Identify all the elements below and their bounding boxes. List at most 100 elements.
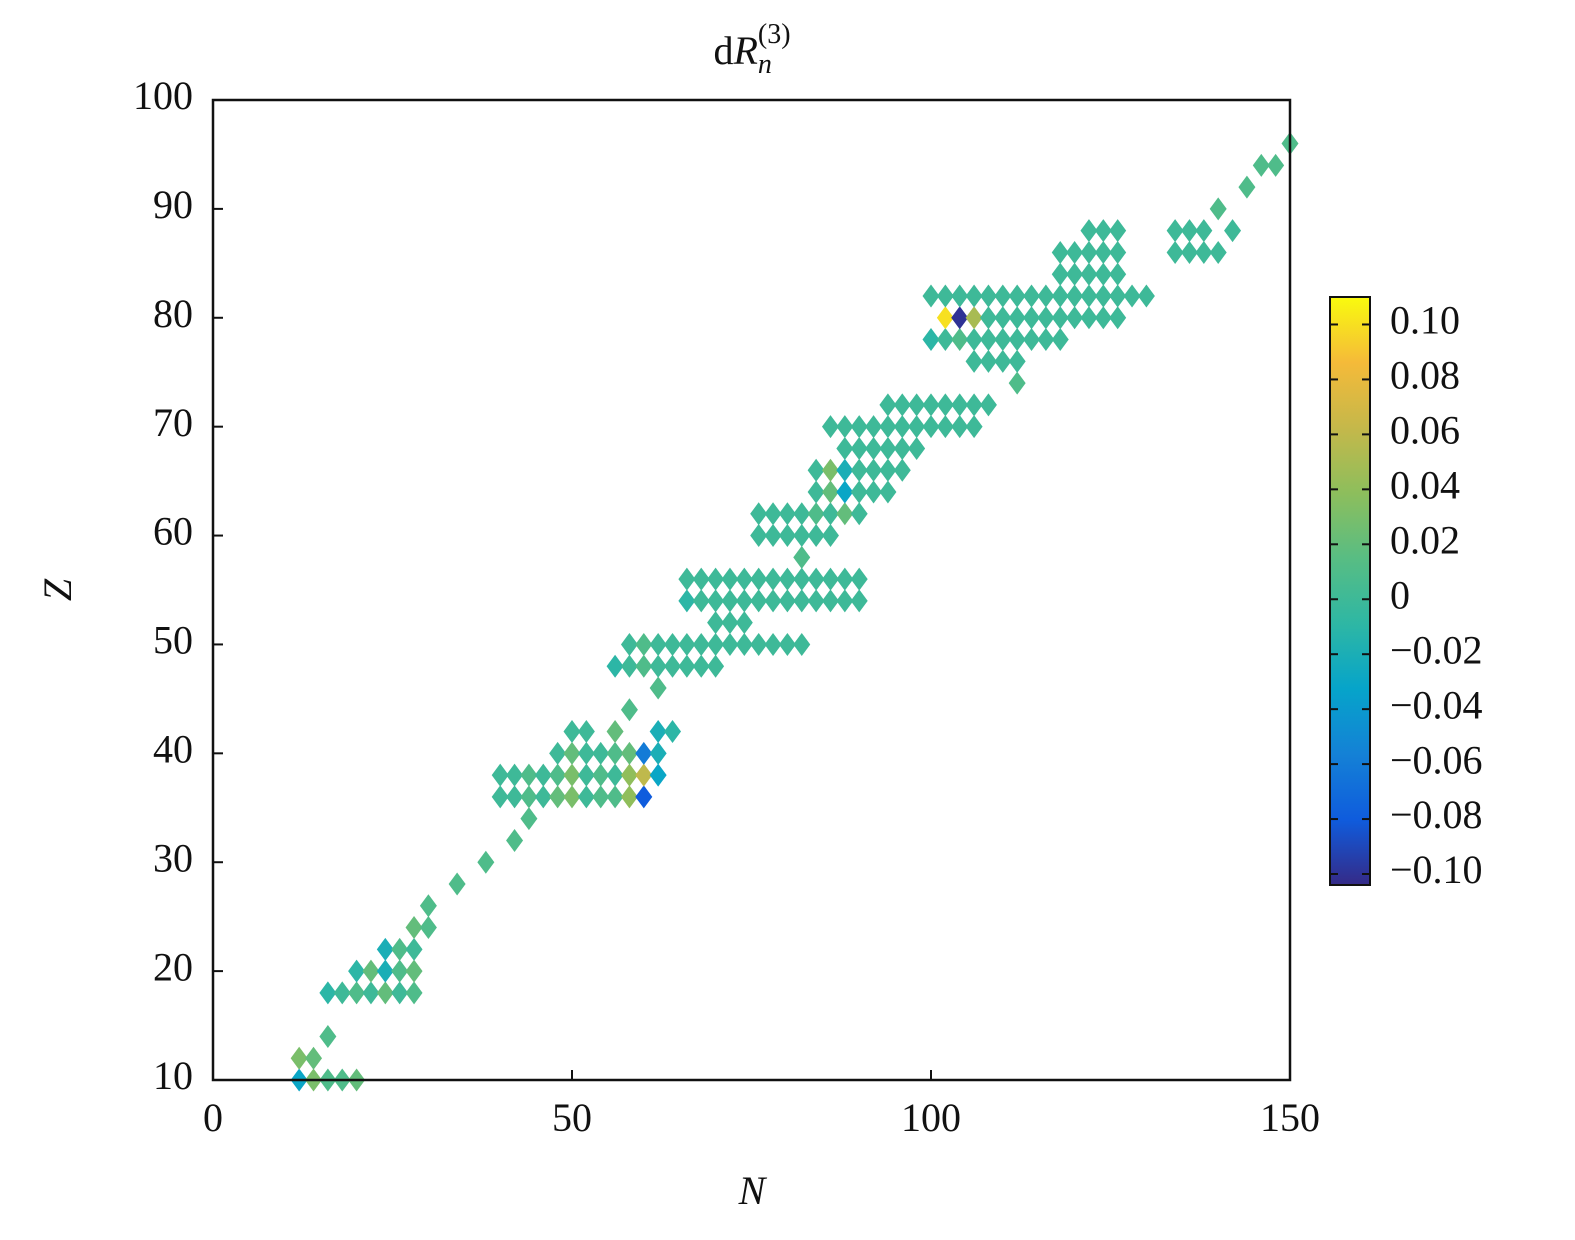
nuclide-marker bbox=[922, 284, 940, 308]
nuclide-marker bbox=[951, 393, 969, 417]
nuclide-marker bbox=[793, 589, 811, 613]
nuclide-marker bbox=[821, 589, 839, 613]
nuclide-marker bbox=[821, 480, 839, 504]
nuclide-marker bbox=[1051, 262, 1069, 286]
nuclide-marker bbox=[1051, 306, 1069, 330]
nuclide-marker bbox=[836, 567, 854, 591]
nuclide-marker bbox=[908, 436, 926, 460]
nuclide-marker bbox=[936, 284, 954, 308]
nuclide-marker bbox=[951, 284, 969, 308]
y-tick-label: 10 bbox=[153, 1053, 193, 1098]
y-tick-label: 80 bbox=[153, 291, 193, 336]
nuclide-marker bbox=[664, 654, 682, 678]
nuclide-marker bbox=[836, 415, 854, 439]
nuclide-marker bbox=[620, 698, 638, 722]
nuclide-marker bbox=[979, 284, 997, 308]
y-tick-label: 100 bbox=[133, 73, 193, 118]
nuclide-marker bbox=[577, 785, 595, 809]
nuclide-marker bbox=[563, 741, 581, 765]
nuclide-marker bbox=[750, 502, 768, 526]
nuclide-marker bbox=[936, 306, 954, 330]
plot-frame bbox=[211, 98, 1292, 1082]
y-tick-label: 70 bbox=[153, 400, 193, 445]
title-d: d bbox=[713, 28, 733, 73]
nuclide-marker bbox=[836, 502, 854, 526]
nuclide-marker bbox=[807, 524, 825, 548]
nuclide-marker bbox=[965, 284, 983, 308]
nuclide-marker bbox=[376, 959, 394, 983]
nuclide-marker bbox=[477, 850, 495, 874]
nuclide-marker bbox=[1123, 284, 1141, 308]
nuclide-marker bbox=[994, 349, 1012, 373]
nuclide-marker bbox=[908, 393, 926, 417]
x-axis-label: N bbox=[738, 1168, 768, 1213]
nuclide-marker bbox=[1195, 219, 1213, 243]
nuclide-marker bbox=[620, 632, 638, 656]
nuclide-marker bbox=[750, 632, 768, 656]
nuclide-marker bbox=[764, 567, 782, 591]
nuclide-marker bbox=[362, 981, 380, 1005]
nuclide-marker bbox=[1080, 240, 1098, 264]
nuclide-marker bbox=[520, 785, 538, 809]
nuclide-marker bbox=[692, 567, 710, 591]
nuclide-marker bbox=[865, 480, 883, 504]
x-tick-label: 150 bbox=[1260, 1095, 1320, 1140]
nuclide-marker bbox=[577, 741, 595, 765]
nuclide-marker bbox=[649, 676, 667, 700]
nuclide-marker bbox=[1066, 284, 1084, 308]
nuclide-marker bbox=[635, 741, 653, 765]
nuclide-marker bbox=[592, 785, 610, 809]
nuclide-marker bbox=[936, 328, 954, 352]
nuclide-marker bbox=[850, 480, 868, 504]
nuclide-marker bbox=[707, 611, 725, 635]
nuclide-marker bbox=[1080, 262, 1098, 286]
nuclide-marker bbox=[606, 654, 624, 678]
nuclide-marker bbox=[735, 567, 753, 591]
nuclide-marker bbox=[893, 436, 911, 460]
nuclide-marker bbox=[735, 589, 753, 613]
nuclide-marker bbox=[707, 632, 725, 656]
nuclide-marker bbox=[290, 1046, 308, 1070]
nuclide-marker bbox=[1224, 219, 1242, 243]
nuclide-marker bbox=[836, 436, 854, 460]
nuclide-marker bbox=[1080, 219, 1098, 243]
nuclide-marker bbox=[319, 1024, 337, 1048]
nuclide-marker bbox=[721, 567, 739, 591]
nuclide-marker bbox=[592, 763, 610, 787]
nuclide-marker bbox=[563, 785, 581, 809]
nuclide-marker bbox=[491, 763, 509, 787]
nuclide-marker bbox=[549, 741, 567, 765]
nuclide-marker bbox=[979, 328, 997, 352]
nuclide-marker bbox=[678, 567, 696, 591]
nuclide-marker bbox=[821, 458, 839, 482]
nuclide-marker bbox=[1023, 328, 1041, 352]
nuclide-marker bbox=[1109, 306, 1127, 330]
colorbar-tick-label: −0.06 bbox=[1390, 737, 1483, 782]
nuclide-marker bbox=[1209, 240, 1227, 264]
nuclide-marker bbox=[305, 1046, 323, 1070]
nuclide-marker bbox=[721, 589, 739, 613]
nuclide-marker bbox=[793, 524, 811, 548]
nuclide-marker bbox=[1008, 306, 1026, 330]
nuclide-marker bbox=[908, 415, 926, 439]
nuclide-marker bbox=[821, 567, 839, 591]
nuclide-marker bbox=[865, 458, 883, 482]
y-tick-label: 40 bbox=[153, 727, 193, 772]
nuclide-marker bbox=[592, 741, 610, 765]
nuclide-marker bbox=[606, 785, 624, 809]
colorbar-tick-label: 0 bbox=[1390, 572, 1410, 617]
nuclide-marker bbox=[549, 763, 567, 787]
nuclide-marker bbox=[807, 567, 825, 591]
nuclide-marker bbox=[348, 959, 366, 983]
nuclide-marker bbox=[534, 763, 552, 787]
nuclide-marker bbox=[764, 524, 782, 548]
nuclide-marker bbox=[707, 567, 725, 591]
colorbar bbox=[1329, 296, 1371, 886]
nuclide-marker bbox=[879, 393, 897, 417]
nuclide-marker bbox=[850, 502, 868, 526]
nuclide-marker bbox=[735, 632, 753, 656]
nuclide-marker bbox=[678, 632, 696, 656]
colorbar-tick-label: −0.04 bbox=[1390, 682, 1483, 727]
